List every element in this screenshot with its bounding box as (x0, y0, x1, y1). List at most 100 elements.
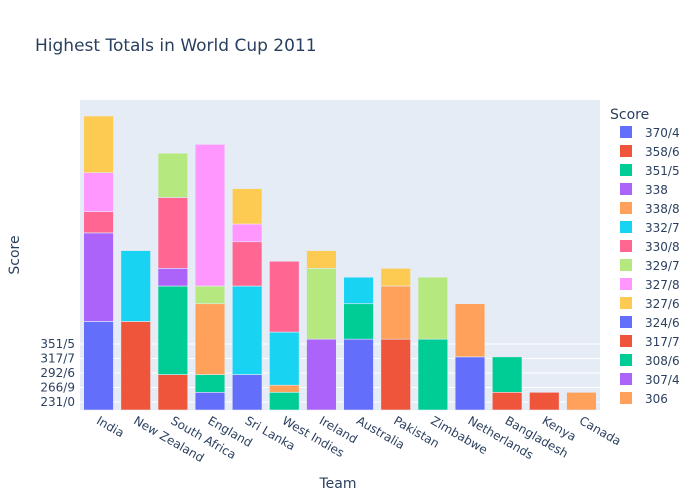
legend-label: 370/4 (645, 126, 680, 140)
bar-segment[interactable] (83, 321, 114, 411)
y-tick-label: 317/7 (40, 352, 75, 366)
bar-segment[interactable] (157, 268, 189, 287)
legend-label: 306 (645, 392, 668, 406)
bar-segment[interactable] (194, 391, 226, 411)
bar-segment[interactable] (83, 172, 114, 212)
bar-segment[interactable] (157, 285, 189, 375)
bar-segment[interactable] (343, 276, 374, 305)
bar-segment[interactable] (83, 211, 114, 234)
legend-title: Score (610, 107, 649, 123)
legend-label: 338 (645, 183, 668, 197)
bar-segment[interactable] (269, 331, 300, 386)
y-tick-label: 292/6 (40, 366, 75, 380)
legend-label: 327/8 (645, 278, 680, 292)
bar-segment[interactable] (83, 115, 114, 173)
bar-segment[interactable] (343, 338, 374, 411)
bar-segment[interactable] (194, 374, 226, 393)
legend-swatch (620, 316, 632, 328)
bar-segment[interactable] (529, 391, 560, 411)
legend-label: 317/7 (645, 335, 680, 349)
legend-label: 358/6 (645, 145, 680, 159)
legend-item[interactable]: 351/5 (620, 164, 680, 178)
legend-item[interactable]: 338/8 (620, 202, 680, 216)
legend-item[interactable]: 327/8 (620, 278, 680, 292)
legend-swatch (620, 145, 632, 157)
legend-item[interactable]: 308/6 (620, 354, 680, 368)
legend-label: 329/7 (645, 259, 680, 273)
legend-item[interactable]: 329/7 (620, 259, 680, 273)
legend-item[interactable]: 332/7 (620, 221, 680, 235)
legend-label: 308/6 (645, 354, 680, 368)
x-tick-label: India (94, 413, 127, 440)
bar-segment[interactable] (380, 268, 411, 287)
bar-segment[interactable] (231, 188, 263, 225)
bar-segment[interactable] (306, 250, 337, 269)
legend-swatch (620, 202, 632, 214)
bar-segment[interactable] (491, 391, 523, 411)
legend-label: 307/4 (645, 373, 680, 387)
y-axis-title: Score (7, 235, 23, 274)
bar-segment[interactable] (231, 223, 263, 243)
bar-segment[interactable] (120, 250, 151, 322)
y-tick-label: 266/9 (40, 381, 75, 395)
y-tick-label: 351/5 (40, 337, 75, 351)
legend-label: 324/6 (645, 316, 680, 330)
chart-title: Highest Totals in World Cup 2011 (35, 36, 317, 56)
bar-segment[interactable] (269, 391, 300, 411)
legend-swatch (620, 126, 632, 138)
legend-item[interactable]: 324/6 (620, 316, 680, 330)
legend-swatch (620, 392, 632, 404)
bar-segment[interactable] (454, 303, 486, 358)
bar-segment[interactable] (157, 152, 189, 198)
bar-segment[interactable] (417, 338, 449, 411)
bar-segment[interactable] (231, 285, 263, 375)
bar-segment[interactable] (306, 268, 337, 340)
legend-swatch (620, 335, 632, 347)
bar-segment[interactable] (231, 241, 263, 287)
legend-item[interactable]: 317/7 (620, 335, 680, 349)
legend-label: 351/5 (645, 164, 680, 178)
bar-segment[interactable] (269, 260, 300, 333)
legend-swatch (620, 278, 632, 290)
bar-segment[interactable] (269, 384, 300, 393)
legend-item[interactable]: 327/6 (620, 297, 680, 311)
bar-segment[interactable] (417, 276, 449, 340)
bar-segment[interactable] (157, 374, 189, 411)
legend-item[interactable]: 358/6 (620, 145, 680, 159)
bar-segment[interactable] (380, 285, 411, 340)
legend-swatch (620, 240, 632, 252)
x-axis-title: Team (318, 476, 356, 492)
bar-segment[interactable] (380, 338, 411, 411)
bar-segment[interactable] (491, 356, 523, 393)
bar-segment[interactable] (157, 197, 189, 269)
bar-segment[interactable] (194, 144, 226, 287)
bar-segment[interactable] (194, 303, 226, 375)
legend-swatch (620, 221, 632, 233)
y-tick-label: 231/0 (40, 395, 75, 409)
legend-label: 330/8 (645, 240, 680, 254)
legend-item[interactable]: 306 (620, 392, 668, 406)
legend-swatch (620, 259, 632, 271)
x-tick-label: Canada (577, 413, 624, 448)
bar-segment[interactable] (454, 356, 486, 411)
bar-segment[interactable] (343, 303, 374, 340)
bar-segment[interactable] (306, 338, 337, 411)
legend-label: 332/7 (645, 221, 680, 235)
legend-swatch (620, 183, 632, 195)
legend-item[interactable]: 338 (620, 183, 668, 197)
bar-segment[interactable] (566, 391, 597, 411)
legend-item[interactable]: 330/8 (620, 240, 680, 254)
bar-segment[interactable] (231, 374, 263, 411)
bar-segment[interactable] (194, 285, 226, 305)
legend: Score 370/4 358/6 351/5 338 338/8 332/7 330/8 3… (610, 107, 680, 406)
bar-segment[interactable] (83, 232, 114, 322)
legend-item[interactable]: 370/4 (620, 126, 680, 140)
legend-label: 327/6 (645, 297, 680, 311)
legend-label: 338/8 (645, 202, 680, 216)
legend-item[interactable]: 307/4 (620, 373, 680, 387)
bar-segment[interactable] (120, 321, 151, 411)
